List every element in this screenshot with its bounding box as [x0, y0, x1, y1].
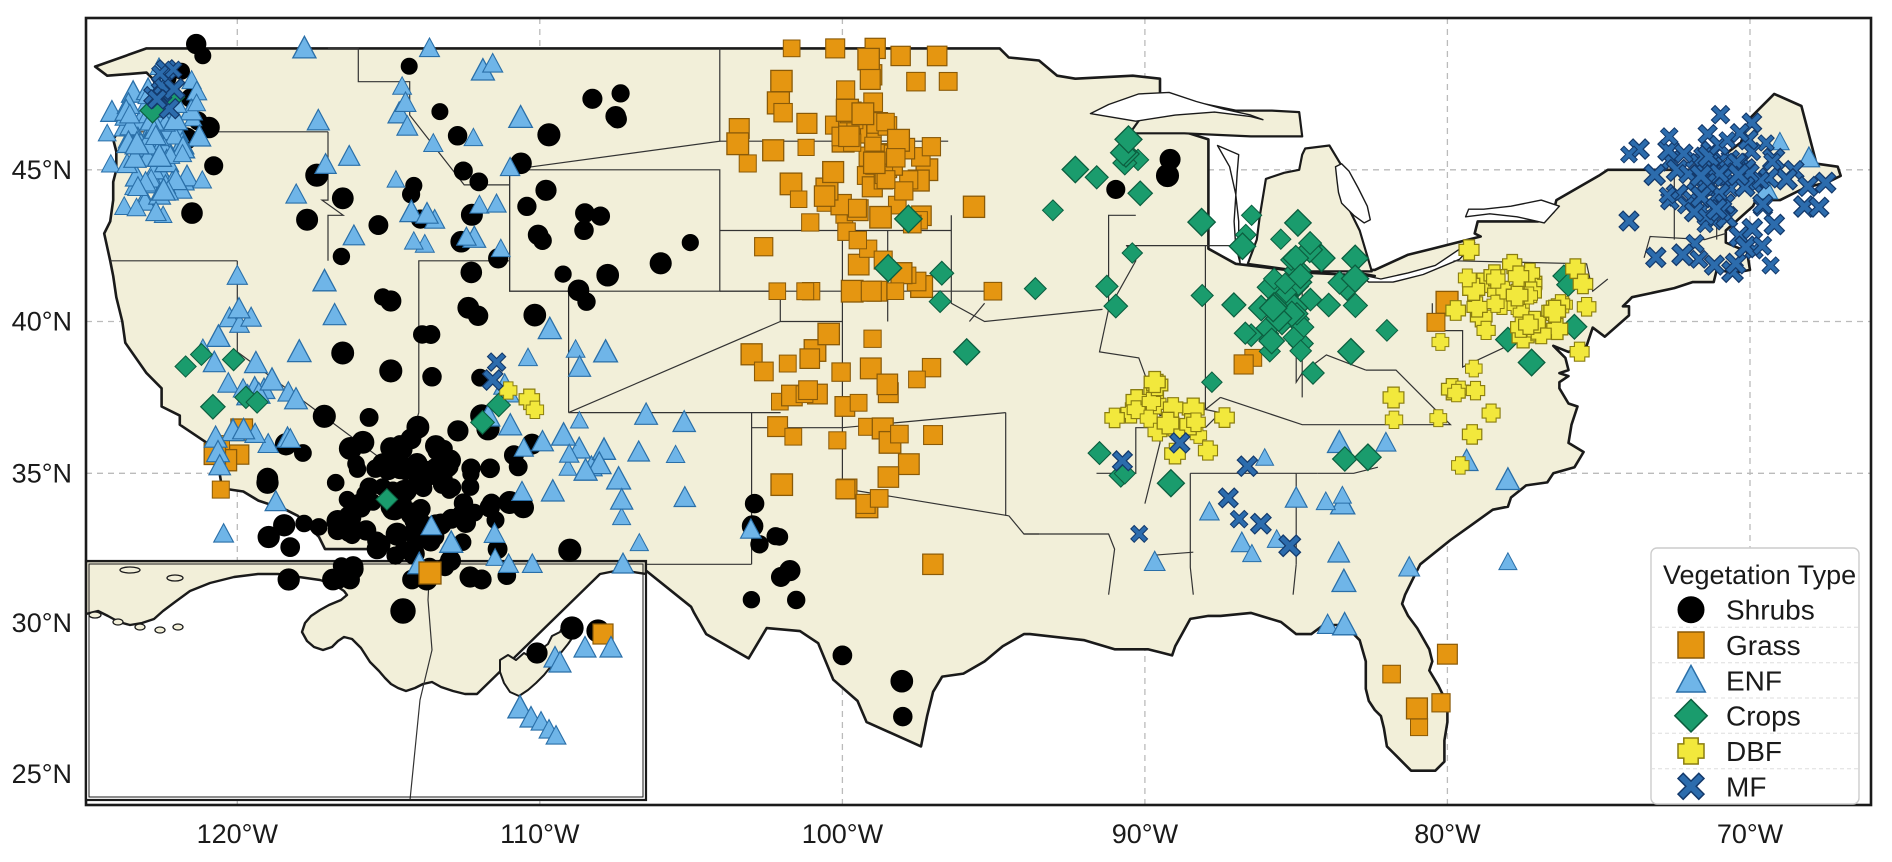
svg-text:Grass: Grass — [1726, 630, 1801, 661]
svg-text:80°W: 80°W — [1414, 819, 1481, 849]
svg-text:110°W: 110°W — [500, 819, 580, 849]
svg-text:90°W: 90°W — [1112, 819, 1179, 849]
svg-text:30°N: 30°N — [12, 608, 72, 638]
svg-text:35°N: 35°N — [12, 458, 72, 488]
svg-text:120°W: 120°W — [197, 819, 279, 849]
svg-text:45°N: 45°N — [12, 155, 72, 185]
svg-text:Vegetation Type: Vegetation Type — [1663, 560, 1856, 590]
svg-text:70°W: 70°W — [1717, 819, 1784, 849]
svg-text:Shrubs: Shrubs — [1726, 595, 1815, 626]
svg-text:100°W: 100°W — [802, 819, 884, 849]
svg-text:40°N: 40°N — [12, 307, 72, 337]
svg-text:MF: MF — [1726, 771, 1766, 802]
svg-text:DBF: DBF — [1726, 736, 1782, 767]
svg-text:25°N: 25°N — [12, 759, 72, 789]
svg-text:ENF: ENF — [1726, 665, 1782, 696]
svg-text:Crops: Crops — [1726, 701, 1801, 732]
